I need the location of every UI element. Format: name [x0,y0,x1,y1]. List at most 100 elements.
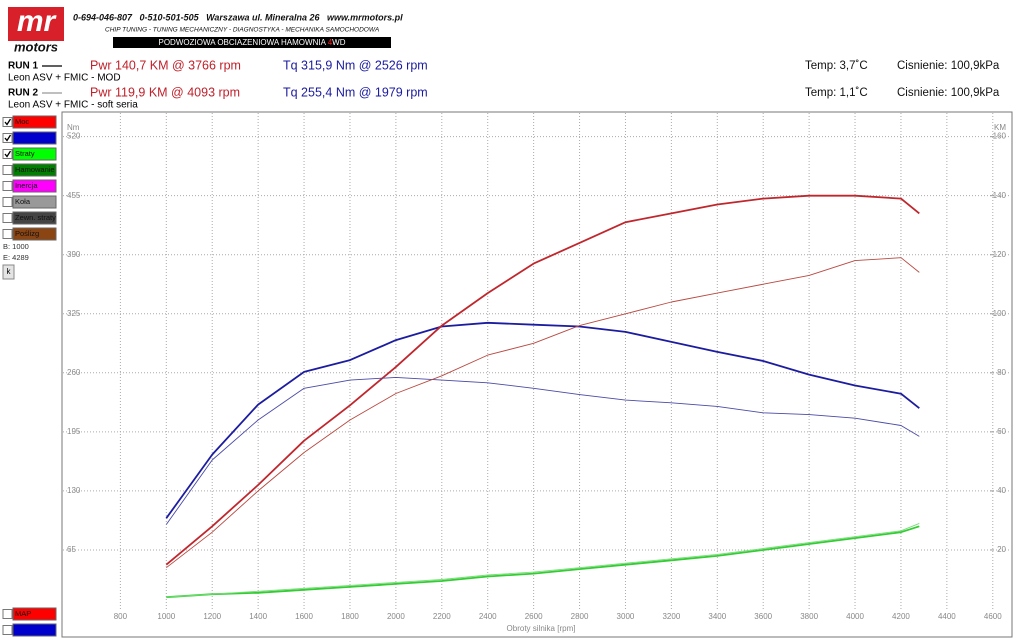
x-tick-label: 2200 [433,612,451,621]
x-tick-label: 2800 [571,612,589,621]
banner-part: WD [332,38,346,47]
logo-bottom: motors [14,39,58,54]
panel-swatch[interactable] [12,147,57,161]
y-tick-label: 65 [67,545,76,554]
panel-button-label: k [7,267,12,276]
y2-tick-label: 100 [993,309,1007,318]
y2-tick-label: 160 [993,132,1007,141]
x-tick-label: 3200 [662,612,680,621]
x-tick-label: 4600 [984,612,1002,621]
x-tick-label: 3600 [754,612,772,621]
x-tick-label: 1400 [249,612,267,621]
run-temp: Temp: 1,1˚C [805,87,868,99]
series-line [165,321,920,519]
x-tick-label: 1200 [203,612,221,621]
banner-part: PODWOZIOWA OBCIAZENIOWA HAMOWNIA [159,38,328,47]
y-tick-label: 455 [67,191,81,200]
x-tick-label: 3400 [708,612,726,621]
checkbox[interactable] [2,229,13,239]
y-tick-label: 195 [67,427,81,436]
y2-tick-label: 140 [993,191,1007,200]
y2-tick-label: 40 [997,486,1006,495]
checkbox[interactable] [2,197,13,207]
y2-tick-label: 120 [993,250,1007,259]
checkbox[interactable] [2,625,13,635]
panel-swatch[interactable] [12,211,57,225]
x-tick-label: 1800 [341,612,359,621]
logo-box [8,7,64,41]
y-tick-label: 520 [67,132,81,141]
checkbox-check [4,150,12,158]
series-line [166,257,920,569]
y2-tick-label: 80 [997,368,1006,377]
y2-tick-label: 20 [997,545,1006,554]
panel-label: Hamowanie [15,165,55,174]
y2-axis-label: KM [994,123,1006,132]
run-pressure: Cisnienie: 100,9kPa [897,60,1000,72]
run-torque: Tq 255,4 Nm @ 1979 rpm [283,85,428,99]
run-temp: Temp: 3,7˚C [805,60,868,72]
panel-label: Straty [15,149,35,158]
logo-top: mr [17,5,58,38]
checkbox-check [4,118,12,126]
x-tick-label: 2000 [387,612,405,621]
panel-swatch[interactable] [12,195,57,209]
run-car: Leon ASV + FMIC - soft seria [8,100,138,111]
banner-part: 4 [328,38,333,47]
panel-swatch[interactable] [12,227,57,241]
range-begin: B: 1000 [3,242,29,251]
checkbox[interactable] [2,133,13,143]
checkbox-check [4,134,12,142]
run-power: Pwr 119,9 KM @ 4093 rpm [90,85,240,99]
run-label: RUN 2 [8,88,38,99]
x-tick-label: 1600 [295,612,313,621]
panel-swatch[interactable] [12,623,57,637]
x-tick-label: 3000 [617,612,635,621]
panel-label: Koła [15,197,31,206]
run-car: Leon ASV + FMIC - MOD [8,73,121,84]
checkbox[interactable] [2,149,13,159]
panel-button[interactable] [2,264,15,280]
panel-swatch[interactable] [12,179,57,193]
y-tick-label: 390 [67,250,81,259]
series-line [165,376,920,525]
contact: 0-694-046-807 0-510-501-505 Warszawa ul.… [73,12,403,22]
run-power: Pwr 140,7 KM @ 3766 rpm [90,58,241,72]
x-tick-label: 4200 [892,612,910,621]
y2-tick-label: 60 [997,427,1006,436]
panel-swatch[interactable] [12,115,57,129]
range-end: E: 4289 [3,253,29,262]
y-axis-label: Nm [67,123,80,132]
series-line [166,522,920,598]
panel-label: Poślizg [15,229,39,238]
checkbox[interactable] [2,117,13,127]
banner: PODWOZIOWA OBCIAZENIOWA HAMOWNIA 4WD [159,38,346,47]
panel-label: Inercja [15,181,38,190]
checkbox[interactable] [2,181,13,191]
panel-label: MAP [15,609,31,618]
checkbox[interactable] [2,213,13,223]
checkbox[interactable] [2,165,13,175]
run-label: RUN 1 [8,61,38,72]
tagline: CHIP TUNING - TUNING MECHANICZNY - DIAGN… [105,27,379,34]
panel-swatch[interactable] [12,131,57,145]
panel-swatch[interactable] [12,607,57,621]
panel-label: Zewn. straty [15,213,56,222]
checkbox[interactable] [2,609,13,619]
series-line [165,194,920,566]
panel-swatch[interactable] [12,163,57,177]
run-torque: Tq 315,9 Nm @ 2526 rpm [283,58,428,72]
x-tick-label: 4400 [938,612,956,621]
x-tick-label: 4000 [846,612,864,621]
x-tick-label: 1000 [157,612,175,621]
panel-label: Moc [15,117,29,126]
y-tick-label: 260 [67,368,81,377]
banner-box [113,37,391,48]
x-tick-label: 800 [114,612,128,621]
y-tick-label: 325 [67,309,81,318]
y-tick-label: 130 [67,486,81,495]
run-pressure: Cisnienie: 100,9kPa [897,87,1000,99]
plot-frame [61,111,1013,638]
x-tick-label: 3800 [800,612,818,621]
x-axis-label: Obroty silnika [rpm] [507,624,576,633]
